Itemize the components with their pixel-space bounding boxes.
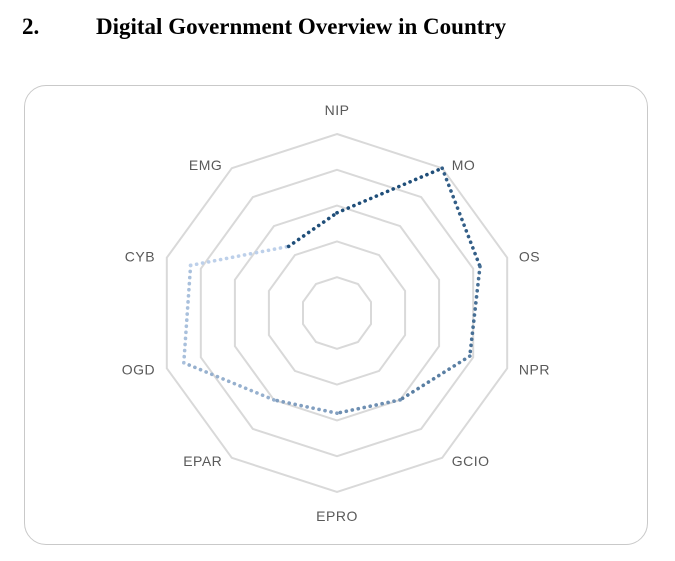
axis-label-os: OS	[519, 248, 540, 264]
grid-ring-5	[165, 132, 509, 494]
grid-ring-4	[199, 168, 475, 458]
grid-ring-2	[267, 240, 407, 386]
radar-grid	[165, 132, 509, 494]
radar-series	[182, 166, 482, 416]
axis-label-gcio: GCIO	[452, 453, 490, 469]
chart-frame	[24, 85, 648, 545]
axis-label-mo: MO	[452, 157, 476, 173]
grid-ring-3	[233, 204, 441, 422]
axis-label-emg: EMG	[189, 157, 222, 173]
axis-labels: NIP MO OS NPR GCIO EPRO EPAR OGD CYB EMG	[122, 102, 550, 524]
series-segment-os-npr	[467, 264, 482, 358]
series-segment-epro-epar	[272, 398, 339, 416]
series-segment-npr-gcio	[398, 354, 472, 402]
series-segment-cyb-emg	[188, 244, 291, 268]
axis-label-nip: NIP	[325, 102, 350, 118]
axis-label-epar: EPAR	[183, 453, 222, 469]
axis-label-ogd: OGD	[122, 362, 155, 378]
series-segment-mo-os	[440, 166, 482, 269]
grid-ring-1	[302, 276, 372, 350]
series-segment-gcio-epro	[335, 398, 402, 416]
series-segment-epar-ogd	[182, 360, 276, 402]
series-segment-emg-nip	[286, 211, 339, 249]
section-number: 2.	[22, 14, 40, 39]
series-segment-nip-mo	[335, 166, 445, 215]
axis-label-cyb: CYB	[125, 248, 155, 264]
axis-label-npr: NPR	[519, 362, 550, 378]
series-segment-ogd-cyb	[182, 263, 193, 365]
section-title: Digital Government Overview in Country	[96, 14, 507, 39]
axis-label-epro: EPRO	[316, 508, 358, 524]
